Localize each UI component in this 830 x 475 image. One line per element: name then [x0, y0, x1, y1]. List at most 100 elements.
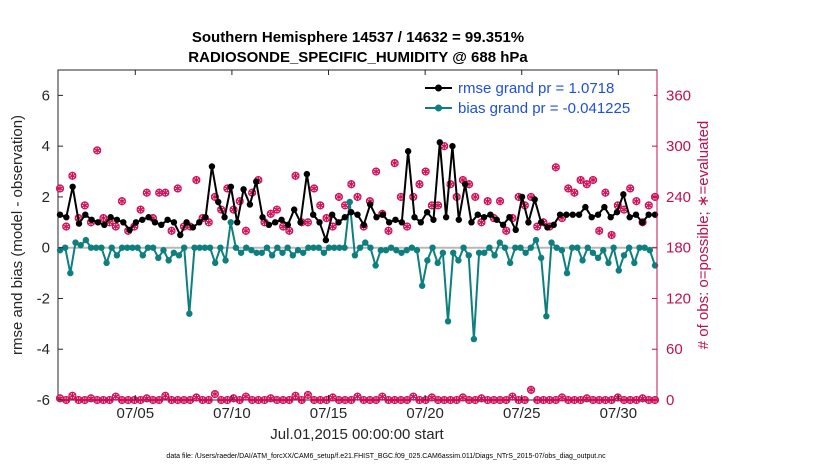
obs-lower-evaluated-point: [415, 396, 424, 404]
obs-upper-evaluated-point: [80, 201, 89, 210]
rmse-point: [69, 183, 76, 190]
obs-lower-evaluated-point: [242, 392, 250, 401]
footnote: data file: /Users/raeder/DAI/ATM_forcXX/…: [166, 453, 606, 460]
bias-point: [248, 247, 255, 254]
y-tick-label: -2: [37, 290, 50, 307]
rmse-point: [215, 198, 222, 206]
rmse-point: [227, 183, 235, 190]
bias-point: [258, 249, 265, 256]
y-tick-label: 0: [42, 240, 50, 257]
y-right-tick-label: 240: [666, 189, 691, 206]
bias-point: [186, 310, 193, 317]
obs-upper-evaluated-point: [99, 214, 108, 223]
rmse-point: [512, 226, 519, 234]
bias-point: [93, 244, 100, 251]
rmse-point: [303, 170, 311, 178]
rmse-point: [234, 219, 241, 226]
bias-point: [481, 249, 488, 256]
bias-point: [274, 244, 281, 251]
bias-point: [72, 239, 79, 246]
bias-point: [206, 244, 214, 251]
bias-point: [600, 247, 607, 254]
bias-point: [294, 247, 302, 254]
bias-point: [253, 249, 260, 256]
bias-point: [636, 244, 643, 251]
bias-point: [532, 236, 540, 244]
obs-upper-evaluated-point: [173, 184, 182, 193]
rmse-point: [493, 216, 500, 223]
bias-point: [227, 219, 234, 226]
obs-upper-evaluated-point: [204, 218, 213, 227]
obs-upper-evaluated-point: [570, 188, 579, 197]
rmse-point: [487, 211, 494, 218]
y-right-tick-label: 60: [666, 341, 683, 358]
y-tick-label: -6: [37, 392, 50, 409]
x-tick-label: 07/25: [503, 405, 541, 422]
y-right-tick-label: 360: [666, 87, 691, 104]
obs-upper-evaluated-point: [111, 222, 120, 231]
bias-point: [243, 244, 250, 251]
obs-upper-evaluated-point: [304, 218, 312, 227]
rmse-point: [335, 219, 342, 226]
obs-lower-evaluated-point: [359, 396, 368, 404]
obs-upper-evaluated-point: [483, 197, 492, 206]
obs-upper-evaluated-point: [372, 167, 380, 176]
bias-point: [475, 249, 483, 256]
obs-upper-evaluated-point: [192, 176, 201, 184]
rmse-point: [556, 211, 564, 218]
bias-point: [512, 244, 519, 251]
y-axis-right-label: # of obs: o=possible; ∗=evaluated: [695, 121, 712, 350]
bias-point: [517, 244, 524, 251]
obs-upper-evaluated-point: [589, 176, 597, 184]
obs-upper-evaluated-point: [62, 222, 71, 231]
rmse-point: [537, 219, 545, 226]
rmse-point: [151, 219, 159, 226]
bias-point: [113, 252, 121, 259]
bias-point: [506, 259, 514, 267]
obs-lower-evaluated-point: [180, 396, 188, 404]
bias-point: [263, 244, 271, 251]
bias-point: [543, 313, 550, 320]
bias-point: [450, 249, 457, 256]
bias-point: [56, 247, 64, 254]
bias-point: [341, 244, 348, 251]
bias-point: [558, 247, 566, 254]
y-right-tick-label: 300: [666, 138, 691, 155]
rmse-point: [588, 214, 595, 221]
obs-upper-evaluated-point: [496, 197, 504, 206]
bias-point: [589, 249, 597, 256]
rmse-point: [246, 201, 254, 208]
bias-point: [553, 244, 560, 251]
obs-lower-evaluated-point: [446, 396, 455, 404]
bias-point: [160, 247, 167, 254]
obs-lower-evaluated-point: [173, 396, 182, 404]
obs-upper-evaluated-point: [632, 197, 641, 206]
obs-upper-evaluated-point: [583, 180, 591, 189]
rmse-point: [373, 214, 380, 221]
legend-box: [422, 78, 654, 120]
obs-lower-evaluated-point: [130, 396, 139, 404]
bias-point: [201, 244, 209, 251]
rmse-point: [139, 216, 146, 223]
obs-lower-evaluated-point: [490, 396, 498, 404]
rmse-point: [563, 211, 570, 218]
bias-point: [268, 252, 276, 259]
rmse-point: [94, 219, 102, 226]
obs-lower-evaluated-point: [570, 396, 579, 404]
rmse-point: [322, 236, 330, 244]
obs-lower-evaluated-point: [397, 396, 405, 404]
rmse-point: [284, 221, 292, 229]
rmse-point: [601, 203, 608, 211]
bias-point: [444, 318, 452, 325]
rmse-point: [518, 193, 526, 201]
bias-point: [212, 259, 219, 267]
obs-lower-evaluated-point: [62, 396, 71, 404]
bias-point: [584, 244, 591, 251]
chart-title: Southern Hemisphere 14537 / 14632 = 99.3…: [192, 29, 524, 46]
bias-point: [372, 262, 379, 269]
rmse-point: [455, 216, 462, 223]
rmse-point: [392, 216, 399, 223]
rmse-point: [620, 191, 627, 198]
rmse-point: [366, 201, 374, 208]
bias-point: [537, 254, 545, 262]
